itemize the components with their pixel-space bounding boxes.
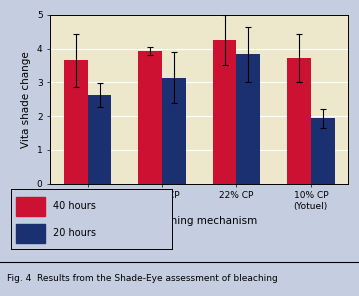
Bar: [88, 95, 111, 184]
Bar: [162, 78, 186, 184]
Bar: [213, 40, 237, 184]
Bar: [287, 58, 311, 184]
Y-axis label: Vita shade change: Vita shade change: [21, 51, 31, 147]
X-axis label: Bleaching mechanism: Bleaching mechanism: [141, 216, 257, 226]
Bar: [64, 60, 88, 184]
FancyBboxPatch shape: [16, 197, 45, 216]
Text: 20 hours: 20 hours: [53, 228, 96, 238]
Bar: [311, 118, 335, 184]
Bar: [237, 54, 260, 184]
Text: Fig. 4  Results from the Shade-Eye assessment of bleaching: Fig. 4 Results from the Shade-Eye assess…: [7, 274, 278, 283]
Bar: [138, 51, 162, 184]
FancyBboxPatch shape: [16, 224, 45, 243]
Text: 40 hours: 40 hours: [53, 201, 95, 211]
